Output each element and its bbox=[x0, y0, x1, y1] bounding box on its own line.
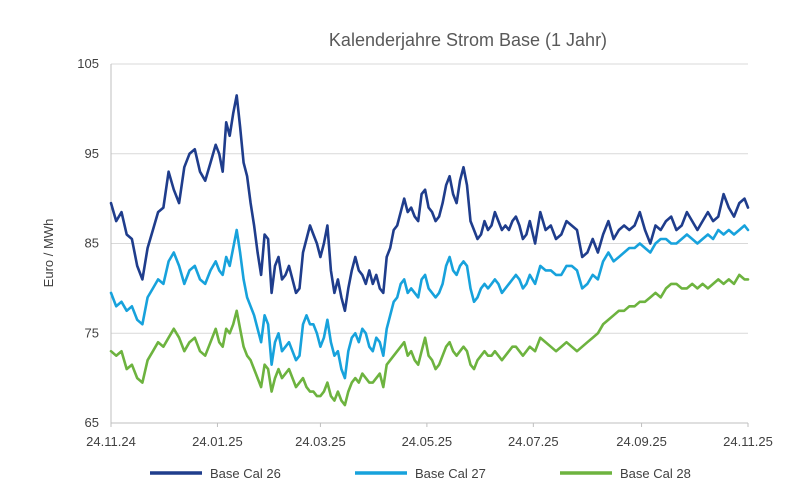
y-tick-label: 95 bbox=[85, 146, 99, 161]
x-tick-label: 24.03.25 bbox=[295, 434, 346, 449]
legend-label: Base Cal 27 bbox=[415, 466, 486, 481]
x-tick-label: 24.11.25 bbox=[723, 434, 773, 449]
x-tick-label: 24.11.24 bbox=[86, 434, 136, 449]
series-line-base-cal-28 bbox=[109, 273, 750, 407]
legend-label: Base Cal 28 bbox=[620, 466, 691, 481]
series-line-base-cal-27 bbox=[109, 224, 750, 380]
x-tick-label: 24.01.25 bbox=[192, 434, 243, 449]
x-tick-label: 24.05.25 bbox=[402, 434, 453, 449]
legend: Base Cal 26 Base Cal 27 Base Cal 28 bbox=[150, 466, 691, 481]
x-tick-label: 24.09.25 bbox=[616, 434, 667, 449]
legend-label: Base Cal 26 bbox=[210, 466, 281, 481]
series-lines bbox=[109, 94, 750, 407]
y-tick-label: 75 bbox=[85, 325, 99, 340]
gridlines bbox=[111, 63, 748, 424]
y-tick-label: 85 bbox=[85, 236, 99, 251]
y-axis-label: Euro / MWh bbox=[41, 219, 56, 288]
x-tick-label: 24.07.25 bbox=[508, 434, 559, 449]
series-line-base-cal-26 bbox=[109, 94, 750, 313]
axes: 65 75 85 95 105 24.11.24 24.01.25 24.03.25 24.05… bbox=[77, 56, 773, 449]
chart-title: Kalenderjahre Strom Base (1 Jahr) bbox=[329, 30, 607, 50]
y-tick-label: 65 bbox=[85, 415, 99, 430]
y-tick-label: 105 bbox=[77, 56, 99, 71]
